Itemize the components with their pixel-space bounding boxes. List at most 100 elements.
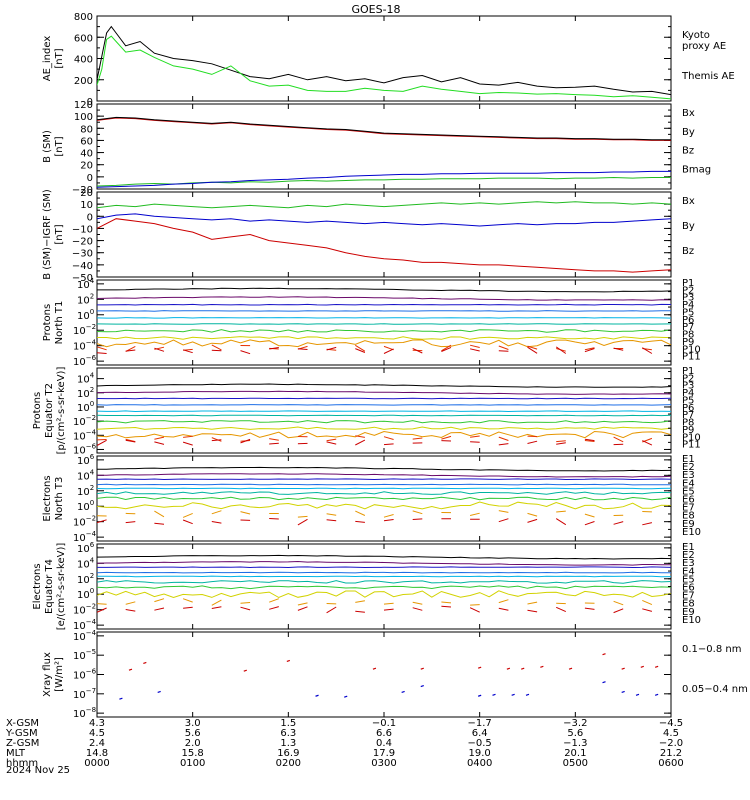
legend-label: By — [682, 127, 695, 138]
y-tick-exponent: −6 — [86, 442, 97, 450]
x-axis-tick-value: 4.3 — [89, 718, 105, 729]
legend-label: Bmag — [682, 164, 711, 175]
legend-p9: P9 — [682, 425, 694, 436]
y-tick-label: 400 — [74, 55, 93, 66]
legend-label: By — [682, 221, 695, 232]
channel-line-p1 — [97, 287, 671, 293]
x-axis-tick-value: 19.0 — [469, 748, 491, 759]
legend-e1: E1 — [682, 454, 695, 465]
y-tick-label: 10−6 — [73, 668, 97, 682]
legend-e2: E2 — [682, 462, 695, 473]
y-tick-label: −50 — [72, 273, 93, 284]
channel-line-p6 — [97, 323, 671, 325]
xray-point — [654, 693, 659, 696]
channel-line-e8 — [97, 501, 671, 510]
y-tick-exponent: −2 — [86, 515, 96, 523]
panel-data — [97, 116, 671, 188]
legend-e10: E10 — [682, 615, 701, 626]
y-axis-label: [nT] — [54, 48, 65, 68]
y-tick-exponent: 0 — [90, 587, 94, 595]
channel-line-p3 — [97, 303, 671, 306]
legend-label: proxy AE — [682, 41, 726, 52]
y-tick-label: 102 — [77, 484, 94, 498]
y-tick-label: 100 — [77, 400, 94, 414]
channel-line-p4 — [97, 310, 671, 312]
y-tick-exponent: 0 — [90, 308, 94, 316]
y-tick-exponent: 4 — [90, 556, 95, 564]
legend-e4: E4 — [682, 566, 695, 577]
y-axis-label: Electrons — [42, 475, 53, 521]
panel-frame — [96, 279, 672, 366]
y-tick-exponent: −4 — [86, 339, 97, 347]
xray-point — [157, 690, 161, 693]
channel-line-e4 — [97, 483, 671, 486]
panel-frame — [96, 15, 672, 102]
legend-e9: E9 — [682, 519, 695, 530]
xray-point — [372, 667, 377, 670]
legend-e5: E5 — [682, 574, 695, 585]
x-axis-row-label: Y-GSM — [5, 728, 38, 739]
series-line-by — [97, 201, 671, 209]
channel-line-p8 — [97, 336, 671, 340]
y-tick-label: 120 — [74, 100, 93, 111]
legend-label: Themis AE — [681, 71, 735, 82]
y-tick-exponent: −7 — [86, 687, 96, 695]
y-tick-label: 600 — [74, 33, 93, 44]
y-tick-label: 80 — [80, 124, 93, 135]
legend-p1: P1 — [682, 278, 694, 289]
legend-p6: P6 — [682, 403, 694, 414]
legend-p9: P9 — [682, 337, 694, 348]
y-tick-exponent: 6 — [90, 541, 95, 549]
y-tick-label: 20 — [80, 188, 93, 199]
y-tick-label: 10 — [80, 200, 93, 211]
channel-line-p2 — [97, 296, 671, 301]
panel-data — [97, 383, 671, 446]
y-tick-label: 0 — [87, 173, 93, 184]
legend-p8: P8 — [682, 330, 694, 341]
y-axis-label: Electrons — [32, 563, 43, 609]
xray-point — [640, 665, 644, 668]
series-line-bz — [97, 218, 671, 273]
y-tick-label: 104 — [77, 372, 95, 386]
x-axis-tick-value: 4.5 — [89, 728, 105, 739]
legend-p2: P2 — [682, 285, 694, 296]
channel-line-e8 — [97, 590, 671, 599]
y-tick-exponent: −6 — [86, 354, 97, 362]
legend-label: 0.1−0.8 nm — [682, 644, 741, 655]
y-tick-exponent: 6 — [90, 453, 95, 461]
xray-point — [568, 667, 573, 670]
y-tick-exponent: 4 — [90, 468, 95, 476]
y-axis-label: [e/(cm²-s-sr-keV)] — [56, 543, 67, 631]
channel-line-p10 — [97, 345, 671, 352]
channel-line-p3 — [97, 397, 671, 400]
x-axis-tick-value: 0200 — [276, 758, 301, 769]
channel-line-e2 — [97, 473, 671, 478]
y-axis-label: B (SM) — [42, 130, 53, 163]
xray-point — [477, 666, 482, 669]
legend-p4: P4 — [682, 300, 694, 311]
y-tick-label: 10−5 — [73, 648, 96, 662]
xray-point — [521, 667, 525, 670]
panel-data — [97, 554, 671, 612]
channel-line-p5 — [97, 410, 671, 413]
y-tick-exponent: −5 — [86, 648, 96, 656]
xray-point — [492, 693, 496, 696]
x-axis-tick-value: 3.0 — [185, 718, 201, 729]
y-tick-exponent: −6 — [86, 668, 97, 676]
legend-label: Bz — [682, 246, 694, 257]
x-axis-tick-value: 14.8 — [86, 748, 108, 759]
series-line-by — [97, 176, 671, 187]
y-tick-label: −30 — [72, 249, 93, 260]
series-line-bz — [97, 117, 671, 141]
panel-data — [97, 25, 671, 100]
channel-line-e4 — [97, 571, 671, 574]
xray-point — [621, 667, 625, 670]
legend-p5: P5 — [682, 307, 694, 318]
y-tick-label: −20 — [72, 237, 93, 248]
panel-data — [97, 466, 671, 525]
x-axis-tick-value: 0500 — [563, 758, 588, 769]
channel-line-e1 — [97, 466, 671, 472]
